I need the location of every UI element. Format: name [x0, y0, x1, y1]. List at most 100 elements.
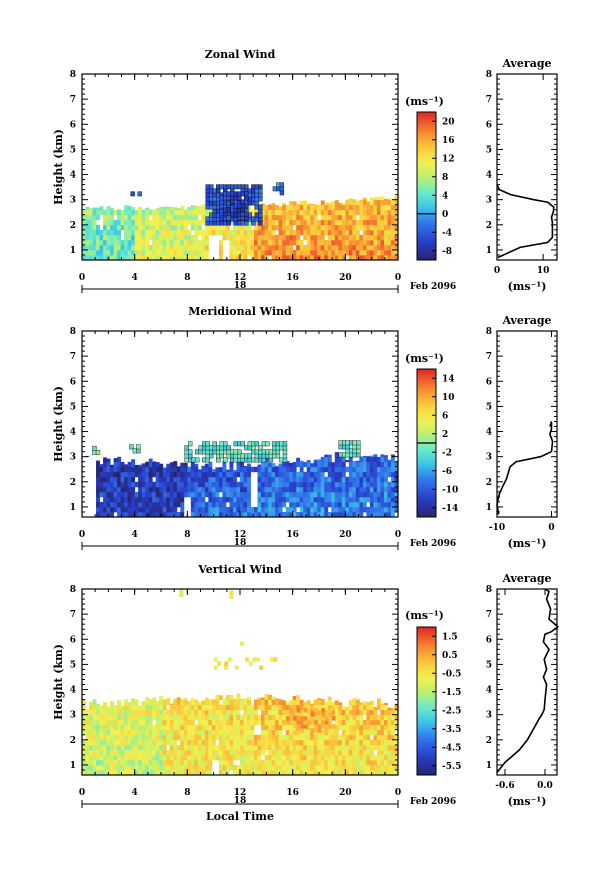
colorbar-tick-label: -2: [442, 448, 452, 458]
heatmap-cell: [110, 739, 114, 746]
heatmap-cell: [113, 219, 118, 226]
heatmap-cell: [225, 744, 230, 751]
heatmap-cell: [341, 739, 346, 746]
heatmap-cell: [334, 200, 339, 206]
heatmap-cell: [320, 239, 325, 246]
heatmap-cell: [222, 476, 227, 483]
heatmap-cell: [334, 511, 339, 518]
heatmap-cell: [303, 511, 308, 518]
heatmap-cell: [373, 501, 378, 508]
heatmap-cell: [306, 461, 311, 468]
heatmap-cell: [383, 749, 388, 756]
heatmap-cell: [96, 466, 100, 473]
heatmap-cell: [190, 698, 195, 700]
heatmap-cell: [285, 702, 290, 706]
heatmap-cell: [211, 501, 216, 508]
heatmap-cell: [299, 481, 304, 488]
heatmap-cell: [197, 501, 202, 508]
heatmap-cell: [285, 460, 290, 463]
heatmap-cell: [155, 729, 160, 736]
heatmap-patch-cell: [282, 457, 288, 463]
heatmap-cell: [180, 506, 185, 513]
heatmap-cell: [89, 719, 93, 726]
heatmap-cell: [194, 714, 199, 721]
heatmap-cell: [271, 481, 276, 488]
heatmap-cell: [194, 734, 199, 741]
heatmap-cell: [225, 754, 230, 761]
heatmap-cell: [110, 724, 114, 731]
heatmap-cell: [369, 244, 374, 251]
heatmap-cell: [92, 754, 97, 761]
heatmap-cell: [303, 229, 308, 236]
heatmap-cell: [124, 219, 129, 226]
heatmap-patch-cell: [296, 716, 301, 721]
heatmap-cell: [138, 744, 143, 751]
heatmap-cell: [222, 749, 227, 756]
heatmap-cell: [127, 244, 132, 251]
heatmap-cell: [166, 249, 171, 256]
heatmap-cell: [243, 466, 248, 473]
heatmap-cell: [173, 229, 178, 236]
heatmap-cell: [380, 744, 385, 751]
heatmap-cell: [373, 764, 378, 771]
heatmap-cell: [390, 209, 395, 216]
heatmap-cell: [169, 709, 174, 716]
heatmap-cell: [99, 739, 104, 746]
heatmap-patch-cell: [129, 444, 134, 450]
heatmap-cell: [394, 714, 399, 721]
heatmap-cell: [296, 511, 301, 518]
heatmap-cell: [176, 511, 181, 518]
heatmap-cell: [313, 254, 318, 261]
heatmap-cell: [120, 476, 125, 483]
heatmap-cell: [166, 229, 171, 236]
heatmap-cell: [380, 719, 385, 726]
heatmap-cell: [169, 729, 174, 736]
heatmap-cell: [117, 254, 122, 261]
heatmap-cell: [264, 224, 269, 231]
heatmap-cell: [222, 704, 227, 711]
heatmap-cell: [201, 754, 206, 761]
heatmap-cell: [355, 744, 360, 751]
heatmap-cell: [218, 501, 223, 508]
heatmap-cell: [110, 719, 114, 726]
heatmap-cell: [166, 719, 171, 726]
heatmap-cell: [162, 749, 167, 756]
heatmap-cell: [106, 709, 111, 716]
heatmap-cell: [303, 476, 308, 483]
heatmap-cell: [120, 254, 125, 261]
heatmap-cell: [261, 739, 265, 746]
heatmap-patch-cell: [310, 728, 315, 733]
heatmap-cell: [355, 496, 360, 503]
heatmap-cell: [261, 749, 265, 756]
heatmap-cell: [331, 501, 336, 508]
heatmap-cell: [138, 501, 143, 508]
heatmap-cell: [215, 476, 220, 483]
heatmap-cell: [345, 501, 350, 508]
heatmap-cell: [197, 249, 202, 256]
heatmap-cell: [310, 476, 315, 483]
heatmap-cell: [345, 506, 350, 513]
heatmap-cell: [331, 471, 336, 478]
heatmap-cell: [355, 724, 360, 731]
heatmap-cell: [124, 464, 129, 468]
heatmap-cell: [250, 729, 255, 736]
heatmap-cell: [366, 244, 371, 251]
y-tick-label: 3: [70, 196, 76, 206]
heatmap-cell: [183, 244, 188, 251]
heatmap-cell: [82, 724, 86, 731]
heatmap-cell: [320, 759, 325, 766]
heatmap-patch-cell: [282, 453, 288, 459]
heatmap-cell: [366, 734, 371, 741]
heatmap-cell: [225, 734, 230, 741]
colorbar-tick-label: -5.5: [442, 762, 461, 772]
heatmap-cell: [113, 244, 118, 251]
heatmap-cell: [194, 496, 199, 503]
heatmap-cell: [355, 734, 360, 741]
heatmap-cell: [313, 476, 318, 483]
heatmap-cell: [232, 719, 237, 726]
heatmap-cell: [271, 506, 276, 513]
heatmap-cell: [190, 744, 195, 751]
heatmap-cell: [362, 709, 367, 716]
heatmap-cell: [352, 759, 357, 766]
heatmap-cell: [296, 204, 301, 206]
